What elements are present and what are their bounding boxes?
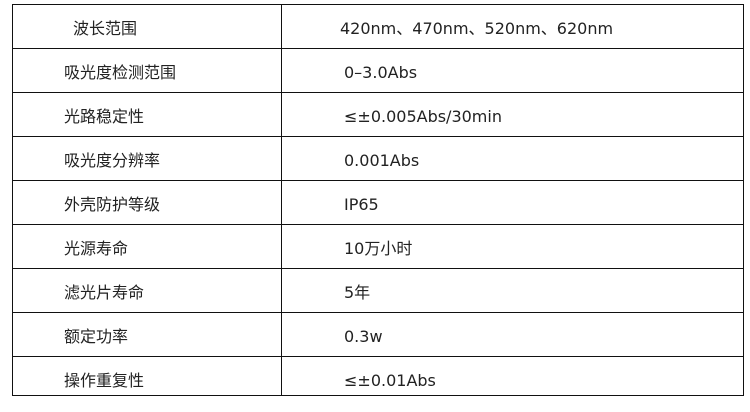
spec-table-body: 波长范围 420nm、470nm、520nm、620nm 吸光度检测范围 0–3.0A… bbox=[12, 4, 744, 396]
spec-label: 额定功率 bbox=[12, 312, 282, 357]
spec-value: 0–3.0Abs bbox=[281, 48, 744, 93]
spec-value: 10万小时 bbox=[281, 224, 744, 269]
spec-label: 吸光度检测范围 bbox=[12, 48, 282, 93]
spec-label: 光源寿命 bbox=[12, 224, 282, 269]
table-row: 操作重复性 ≤±0.01Abs bbox=[12, 356, 744, 396]
spec-value: 5年 bbox=[281, 268, 744, 313]
table-row: 光路稳定性 ≤±0.005Abs/30min bbox=[12, 92, 744, 137]
spec-value: 0.3w bbox=[281, 312, 744, 357]
spec-value: IP65 bbox=[281, 180, 744, 225]
spec-label: 外壳防护等级 bbox=[12, 180, 282, 225]
table-row: 吸光度检测范围 0–3.0Abs bbox=[12, 48, 744, 93]
spec-label: 吸光度分辨率 bbox=[12, 136, 282, 181]
spec-table: 波长范围 420nm、470nm、520nm、620nm 吸光度检测范围 0–3.0A… bbox=[12, 4, 744, 396]
table-row: 额定功率 0.3w bbox=[12, 312, 744, 357]
table-row: 光源寿命 10万小时 bbox=[12, 224, 744, 269]
table-row: 吸光度分辨率 0.001Abs bbox=[12, 136, 744, 181]
spec-label: 光路稳定性 bbox=[12, 92, 282, 137]
spec-value: 420nm、470nm、520nm、620nm bbox=[281, 4, 744, 49]
spec-value: ≤±0.005Abs/30min bbox=[281, 92, 744, 137]
spec-label: 波长范围 bbox=[12, 4, 282, 49]
table-row: 波长范围 420nm、470nm、520nm、620nm bbox=[12, 4, 744, 49]
table-row: 外壳防护等级 IP65 bbox=[12, 180, 744, 225]
spec-value: 0.001Abs bbox=[281, 136, 744, 181]
table-row: 滤光片寿命 5年 bbox=[12, 268, 744, 313]
spec-value: ≤±0.01Abs bbox=[281, 356, 744, 396]
spec-label: 操作重复性 bbox=[12, 356, 282, 396]
spec-label: 滤光片寿命 bbox=[12, 268, 282, 313]
